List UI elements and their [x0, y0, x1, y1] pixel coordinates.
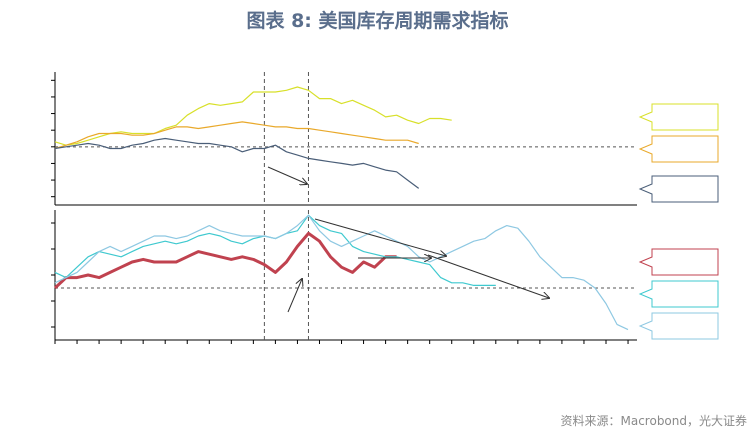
annotation-arrow [267, 166, 307, 184]
legend-callout [638, 135, 719, 163]
source-note: 资料来源：Macrobond，光大证券 [560, 414, 748, 428]
series-line-2012-2016 [54, 214, 496, 286]
series-line-2023至今 [53, 231, 397, 290]
annotation-arrow [427, 254, 549, 298]
series-line-1982-1985 [54, 86, 452, 146]
series-line-1977-1980 [54, 137, 420, 189]
legend-callout [638, 312, 719, 340]
annotation-arrow [314, 218, 446, 256]
figure-title: 图表 8: 美国库存周期需求指标 [246, 10, 509, 32]
series-line-1996-1998 [54, 121, 419, 150]
annotation-arrow [287, 279, 302, 313]
legend-callout [638, 103, 719, 131]
series-line-1962-1967 [54, 214, 629, 331]
top-panel [51, 72, 719, 206]
legend-callout [638, 175, 719, 203]
bottom-panel [51, 210, 719, 344]
legend-callout [638, 248, 719, 276]
legend-callout [638, 280, 719, 308]
